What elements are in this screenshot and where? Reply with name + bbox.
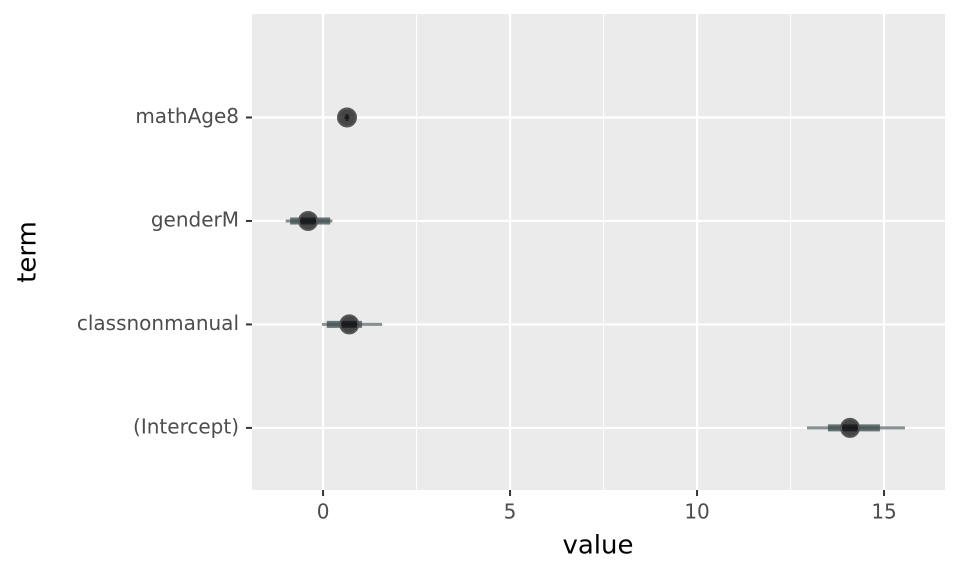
y-axis-title: term	[13, 221, 43, 283]
panel	[252, 14, 945, 490]
y-tick-label: genderM	[151, 207, 239, 231]
y-tick-label: classnonmanual	[77, 311, 239, 335]
x-tick-label: 10	[684, 500, 709, 524]
x-axis-title: value	[562, 531, 633, 561]
grid	[252, 14, 945, 490]
point	[298, 210, 319, 231]
point	[840, 417, 861, 438]
x-tick-label: 0	[317, 500, 330, 524]
marks	[285, 107, 905, 438]
y-tick-label: mathAge8	[135, 104, 239, 128]
point	[339, 314, 360, 335]
x-tick-label: 5	[504, 500, 517, 524]
y-tick-label: (Intercept)	[133, 414, 239, 438]
x-tick-label: 15	[871, 500, 896, 524]
point	[336, 107, 357, 128]
